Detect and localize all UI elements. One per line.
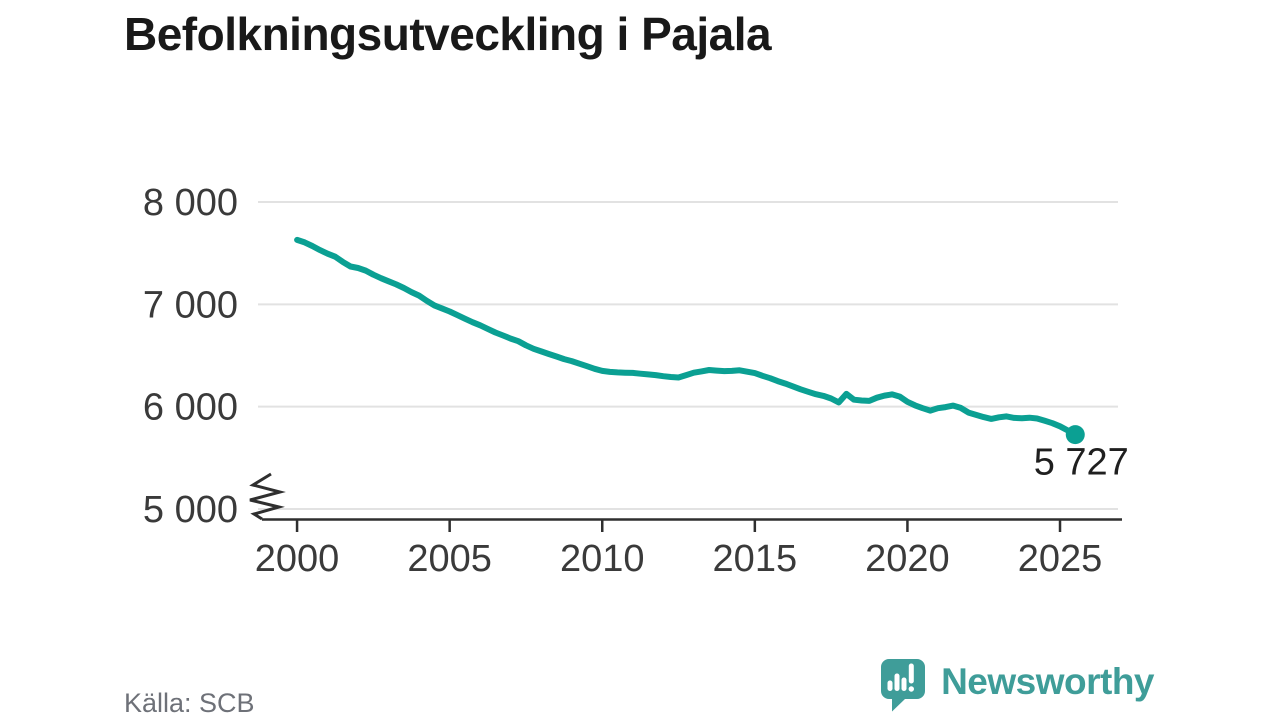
axis-break-icon [249,472,286,521]
x-tick-label: 2010 [560,538,645,580]
newsworthy-wordmark: Newsworthy [941,661,1154,702]
y-tick-label: 6 000 [143,387,238,429]
x-tick-label: 2005 [407,538,492,580]
x-tick-label: 2015 [713,538,798,580]
y-tick-label: 8 000 [143,182,238,224]
end-value-label: 5 727 [1034,442,1129,484]
end-point-marker [1065,425,1085,445]
x-tick-label: 2020 [865,538,950,580]
page-title: Befolkningsutveckling i Pajala [124,8,772,60]
source-label: Källa: SCB [124,688,255,718]
newsworthy-logo-icon [881,659,926,712]
newsworthy-brand: Newsworthy [879,658,1154,712]
y-tick-label: 7 000 [143,284,238,326]
population-line [294,236,1079,438]
y-tick-label: 5 000 [143,489,238,531]
x-tick-label: 2000 [255,538,340,580]
x-tick-label: 2025 [1018,538,1103,580]
